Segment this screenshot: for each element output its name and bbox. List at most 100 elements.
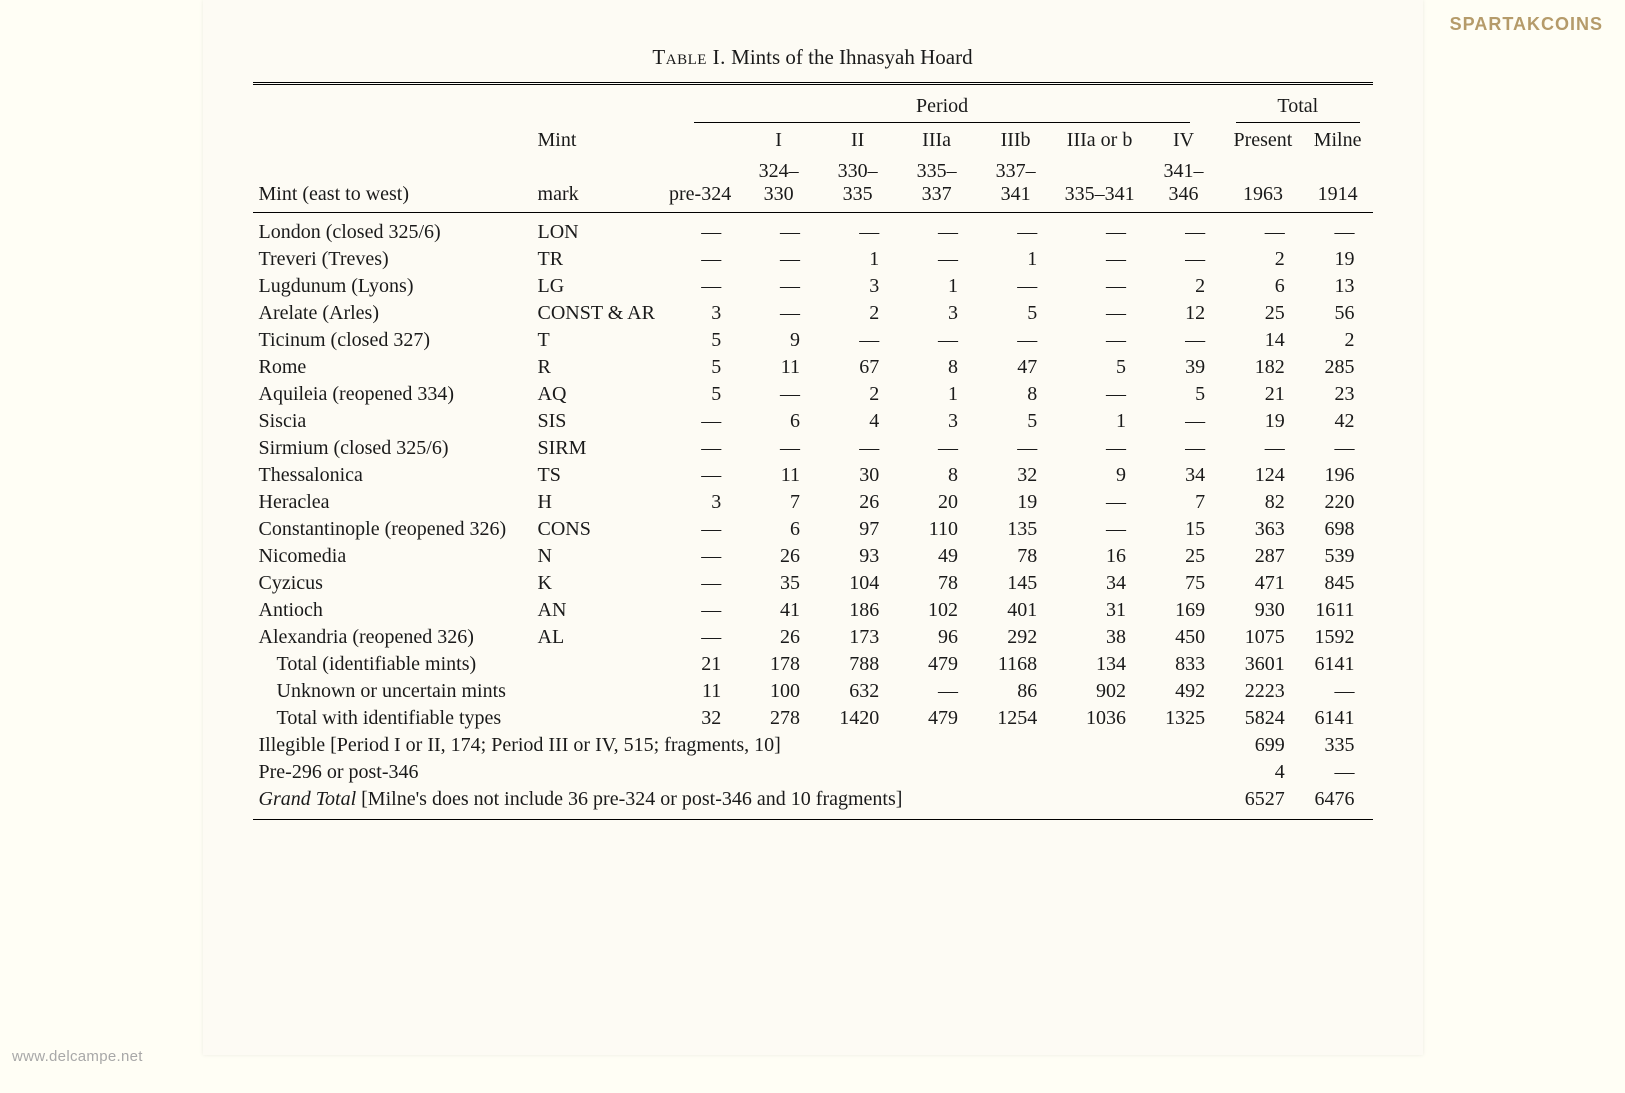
mint-mark: TR: [532, 246, 661, 273]
table-cell: 178: [739, 651, 818, 678]
mint-name: Siscia: [253, 408, 532, 435]
table-cell: 11: [661, 678, 739, 705]
table-row: AntiochAN—41186102401311699301611: [253, 597, 1373, 624]
table-cell: 8: [897, 462, 976, 489]
col-h-5: IIIa or b: [1055, 125, 1144, 156]
table-cell: 96: [897, 624, 976, 651]
table-cell: 1168: [976, 651, 1055, 678]
mint-name: Arelate (Arles): [253, 300, 532, 327]
table-cell: 42: [1303, 408, 1373, 435]
title-text: Mints of the Ihnasyah Hoard: [731, 45, 972, 69]
table-cell: —: [661, 624, 739, 651]
table-row: HeracleaH37262019—782220: [253, 489, 1373, 516]
table-cell: —: [1055, 246, 1144, 273]
table-cell: 49: [897, 543, 976, 570]
table-cell: —: [897, 678, 976, 705]
mint-name: Thessalonica: [253, 462, 532, 489]
footer-row: Illegible [Period I or II, 174; Period I…: [253, 732, 1373, 759]
table-cell: 2: [1144, 273, 1223, 300]
table-cell: 169: [1144, 597, 1223, 624]
col-h-4: IIIb: [976, 125, 1055, 156]
col-sh-2: 330–335: [818, 156, 897, 213]
table-cell: 23: [1303, 381, 1373, 408]
table-cell: 11: [739, 354, 818, 381]
table-cell: 102: [897, 597, 976, 624]
table-cell: 5: [1144, 381, 1223, 408]
table-cell: 12: [1144, 300, 1223, 327]
col-present-h1: Present: [1223, 125, 1303, 156]
page: Table I. Mints of the Ihnasyah Hoard Per…: [203, 0, 1423, 1055]
table-cell: 287: [1223, 543, 1303, 570]
table-cell: 67: [818, 354, 897, 381]
table-cell: 479: [897, 651, 976, 678]
col-present-h2: 1963: [1223, 156, 1303, 213]
table-cell: 26: [739, 624, 818, 651]
mint-mark: AN: [532, 597, 661, 624]
table-cell: 7: [1144, 489, 1223, 516]
table-cell: 19: [976, 489, 1055, 516]
table-cell: 335: [1303, 732, 1373, 759]
table-cell: —: [661, 435, 739, 462]
table-cell: 6527: [1223, 786, 1303, 820]
table-cell: 699: [1223, 732, 1303, 759]
table-cell: —: [661, 246, 739, 273]
table-cell: —: [1303, 759, 1373, 786]
table-row: RomeR51167847539182285: [253, 354, 1373, 381]
table-row: CyzicusK—35104781453475471845: [253, 570, 1373, 597]
table-cell: —: [818, 327, 897, 354]
table-cell: 1: [818, 246, 897, 273]
table-cell: —: [897, 213, 976, 247]
mint-name: London (closed 325/6): [253, 213, 532, 247]
footer-text: Illegible [Period I or II, 174; Period I…: [253, 732, 1224, 759]
table-cell: 1: [1055, 408, 1144, 435]
mint-name: Sirmium (closed 325/6): [253, 435, 532, 462]
table-cell: 20: [897, 489, 976, 516]
col-sh-0: pre-324: [661, 156, 739, 213]
table-cell: 134: [1055, 651, 1144, 678]
table-cell: —: [818, 435, 897, 462]
col-sh-3: 335–337: [897, 156, 976, 213]
mint-mark: R: [532, 354, 661, 381]
table-cell: —: [739, 381, 818, 408]
table-cell: 97: [818, 516, 897, 543]
summary-row: Total (identifiable mints)21178788479116…: [253, 651, 1373, 678]
table-cell: 5: [1055, 354, 1144, 381]
mint-mark: [532, 651, 661, 678]
table-cell: 47: [976, 354, 1055, 381]
table-cell: 539: [1303, 543, 1373, 570]
table-cell: 6: [1223, 273, 1303, 300]
col-mark-h1: Mint: [532, 125, 661, 156]
table-cell: —: [1303, 435, 1373, 462]
table-cell: 30: [818, 462, 897, 489]
table-cell: 34: [1055, 570, 1144, 597]
col-milne-h2: 1914: [1303, 156, 1373, 213]
table-cell: 788: [818, 651, 897, 678]
table-cell: 32: [976, 462, 1055, 489]
table-cell: —: [1055, 327, 1144, 354]
table-cell: 110: [897, 516, 976, 543]
table-row: ThessalonicaTS—1130832934124196: [253, 462, 1373, 489]
mint-mark: CONST & AR: [532, 300, 661, 327]
mint-mark: AQ: [532, 381, 661, 408]
table-cell: 5: [661, 327, 739, 354]
table-cell: 56: [1303, 300, 1373, 327]
table-row: Arelate (Arles)CONST & AR3—235—122556: [253, 300, 1373, 327]
table-cell: 16: [1055, 543, 1144, 570]
table-cell: 6476: [1303, 786, 1373, 820]
table-cell: —: [661, 543, 739, 570]
table-cell: 3: [661, 489, 739, 516]
table-cell: 1036: [1055, 705, 1144, 732]
mints-table: Period Total Mint I II IIIa IIIb IIIa or…: [253, 82, 1373, 820]
table-cell: 1: [897, 273, 976, 300]
table-cell: 32: [661, 705, 739, 732]
table-cell: 479: [897, 705, 976, 732]
watermark-top-right: SPARTAKCOINS: [1450, 14, 1603, 35]
mint-mark: TS: [532, 462, 661, 489]
col-h-1: I: [739, 125, 818, 156]
mint-name: Heraclea: [253, 489, 532, 516]
mint-name: Cyzicus: [253, 570, 532, 597]
table-cell: 3: [897, 300, 976, 327]
table-cell: 2: [818, 300, 897, 327]
table-title: Table I. Mints of the Ihnasyah Hoard: [253, 45, 1373, 70]
table-cell: 3601: [1223, 651, 1303, 678]
